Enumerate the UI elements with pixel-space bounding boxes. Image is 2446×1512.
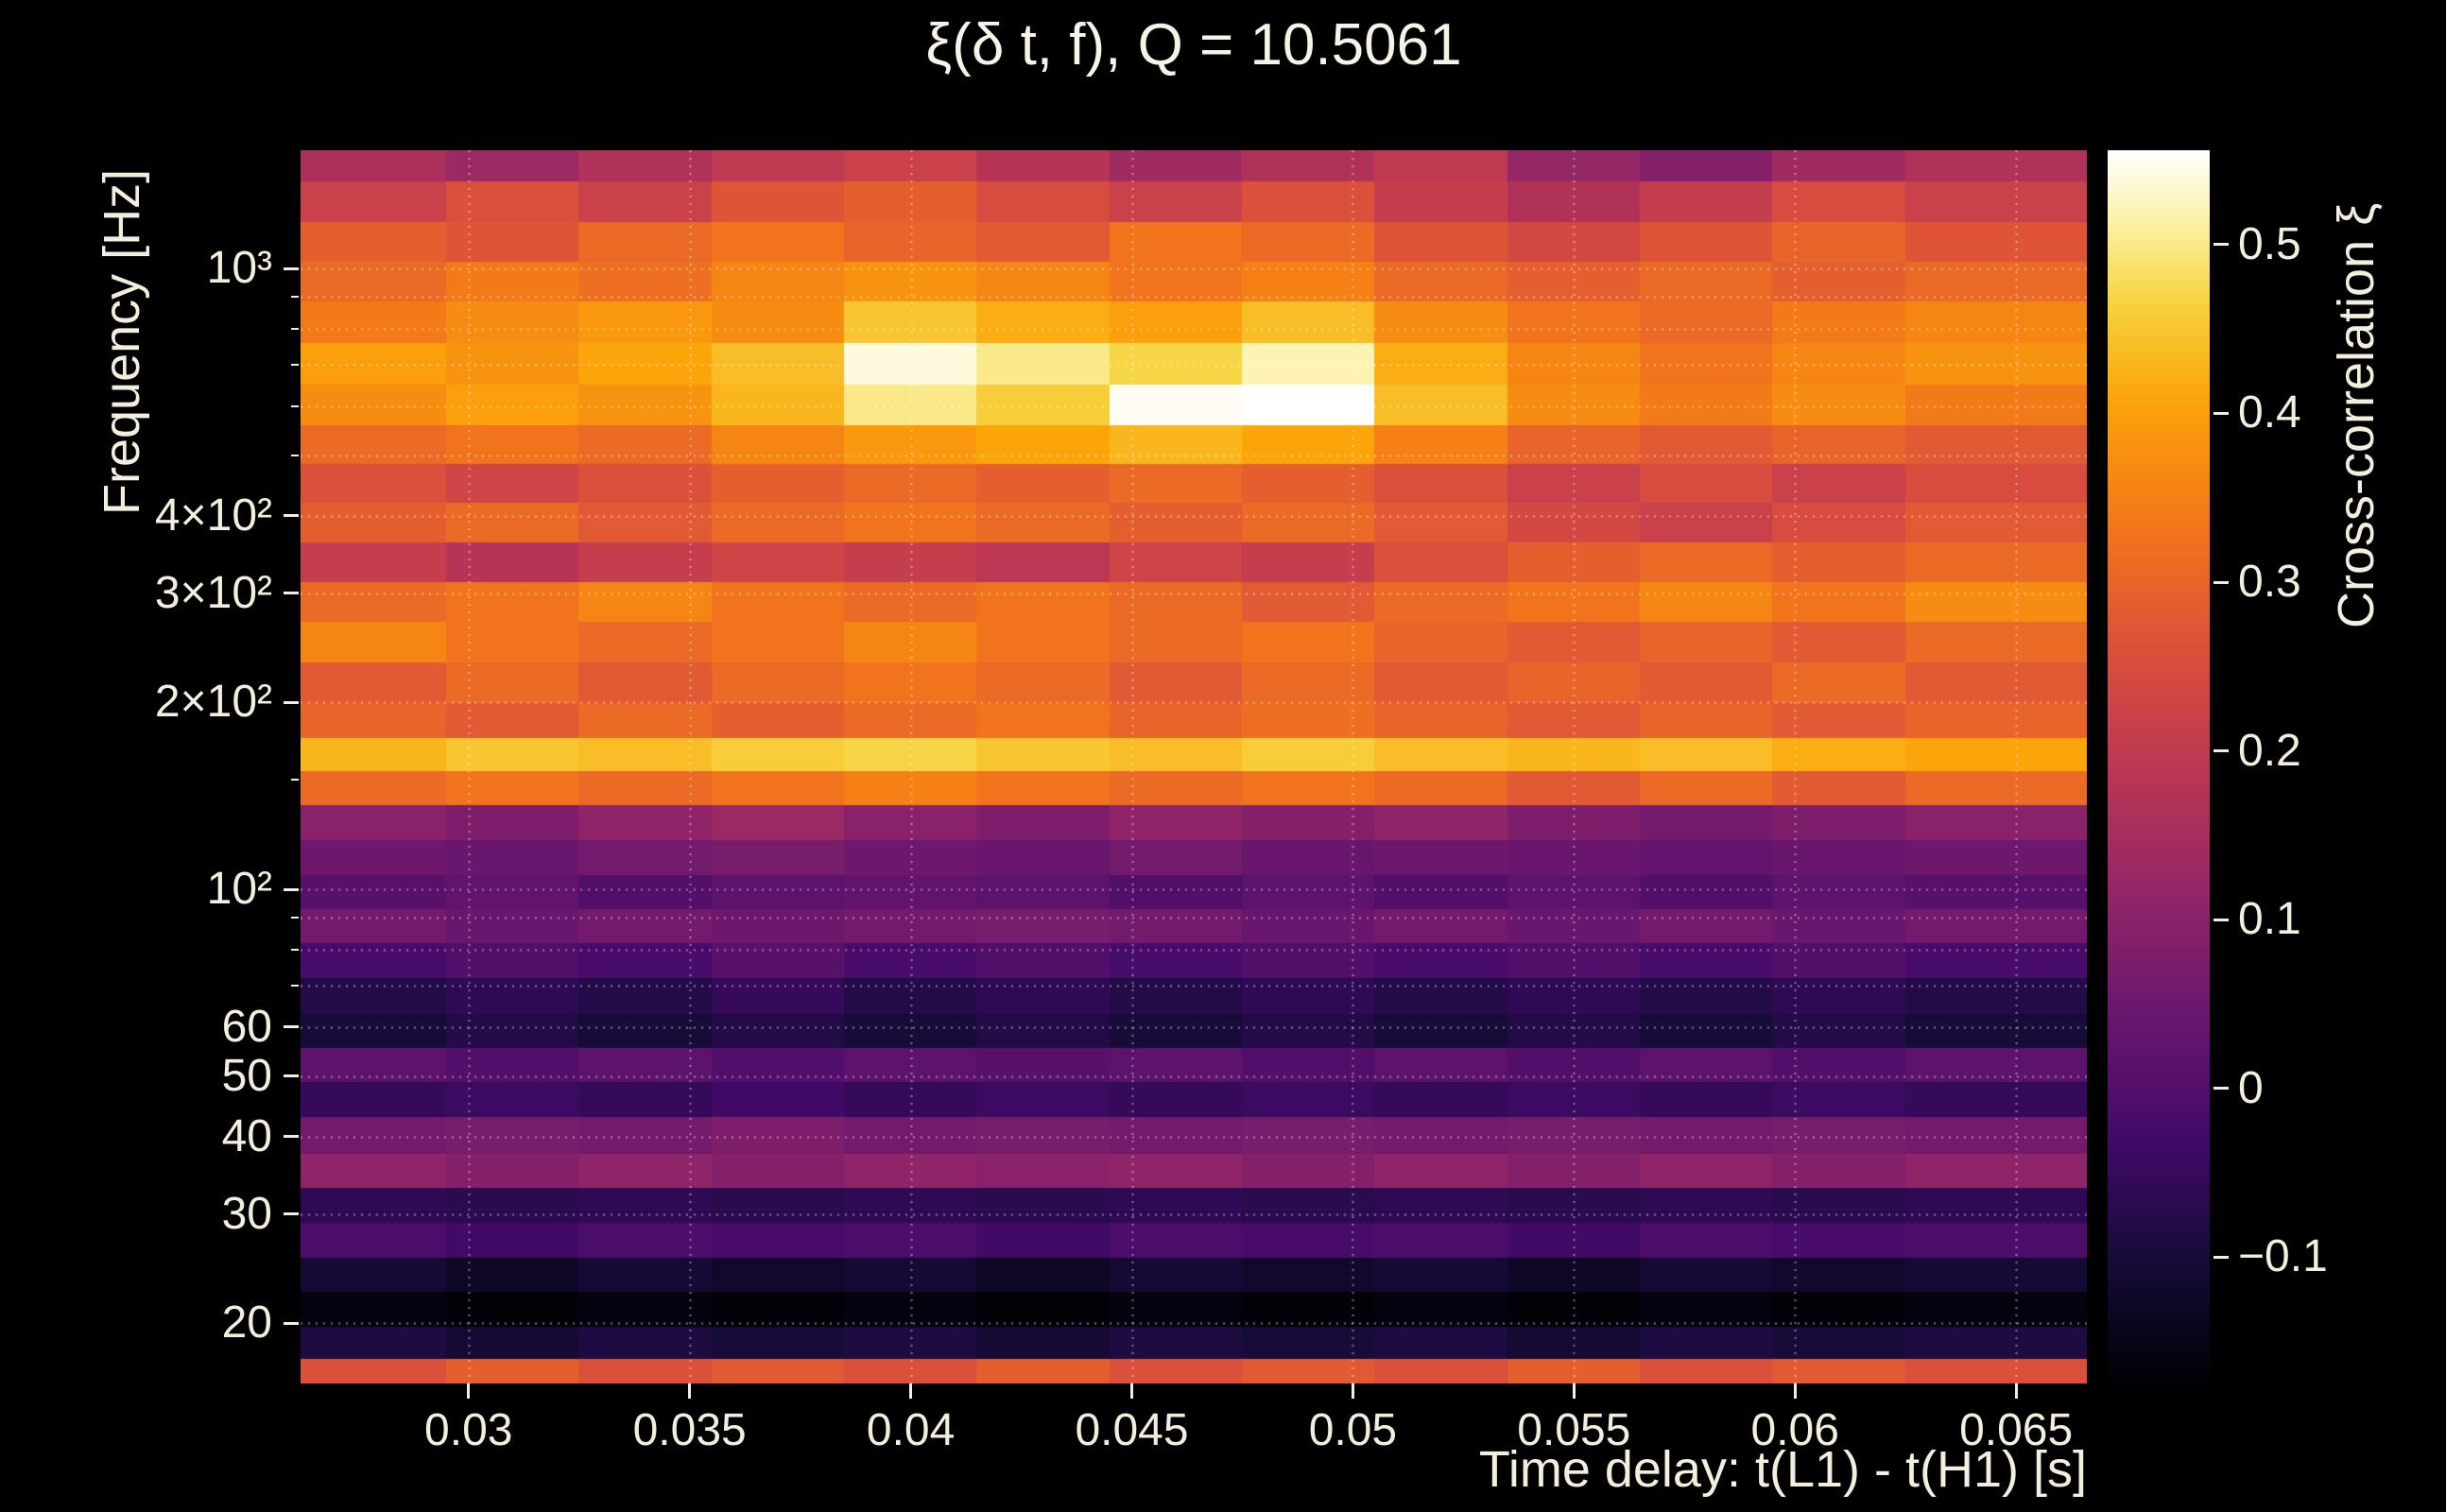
y-minor-tick-mark [291,984,299,987]
colorbar-tick-mark [2213,1087,2229,1091]
x-tick-mark [1130,1383,1133,1399]
y-minor-tick-mark [291,779,299,782]
y-minor-tick-mark [291,327,299,330]
colorbar-tick-mark [2213,580,2229,584]
x-tick-mark [2014,1383,2018,1399]
y-minor-tick-mark [291,948,299,951]
y-tick-mark [284,1212,299,1216]
y-minor-tick-mark [291,917,299,919]
x-tick-label: 0.055 [1517,1405,1631,1455]
colorbar-tick-label: 0 [2238,1062,2264,1113]
y-tick-mark [284,887,299,891]
y-tick-mark [284,514,299,517]
y-minor-tick-mark [291,404,299,407]
x-tick-label: 0.04 [866,1405,956,1455]
y-tick-mark [284,1074,299,1078]
y-tick-label: 10³ [206,243,272,294]
x-tick-mark [688,1383,692,1399]
colorbar-tick-label: 0.1 [2238,894,2301,945]
x-tick-mark [909,1383,913,1399]
heatmap-canvas [301,150,2087,1383]
y-tick-mark [284,700,299,704]
y-minor-tick-mark [291,363,299,366]
x-tick-label: 0.06 [1750,1405,1839,1455]
y-axis-label: Frequency [Hz] [94,168,150,515]
y-tick-mark [284,266,299,270]
y-tick-mark [284,1135,299,1139]
x-tick-mark [1793,1383,1797,1399]
colorbar-canvas [2108,150,2210,1383]
y-tick-label: 10² [206,864,272,915]
y-tick-label: 60 [221,1001,272,1052]
y-tick-label: 2×10² [154,677,272,728]
colorbar-tick-label: 0.2 [2238,725,2301,776]
x-tick-label: 0.035 [632,1405,747,1455]
colorbar-tick-label: −0.1 [2238,1231,2328,1282]
y-tick-mark [284,592,299,595]
x-tick-label: 0.065 [1959,1405,2074,1455]
y-minor-tick-mark [291,296,299,299]
y-tick-mark [284,1025,299,1029]
chart-title: ξ(δ t, f), Q = 10.5061 [925,12,1462,77]
colorbar-tick-label: 0.3 [2238,557,2301,608]
x-tick-label: 0.03 [424,1405,513,1455]
colorbar-tick-mark [2213,918,2229,921]
x-axis-label: Time delay: t(L1) - t(H1) [s] [1478,1441,2087,1498]
y-tick-label: 40 [221,1110,272,1161]
colorbar-tick-mark [2213,749,2229,753]
x-tick-mark [467,1383,471,1399]
x-tick-label: 0.045 [1075,1405,1189,1455]
y-tick-label: 4×10² [154,490,272,541]
x-tick-label: 0.05 [1308,1405,1398,1455]
y-tick-label: 3×10² [154,567,272,618]
x-tick-mark [1351,1383,1354,1399]
colorbar-tick-label: 0.4 [2238,387,2301,438]
colorbar-tick-mark [2213,411,2229,415]
y-tick-label: 30 [221,1188,272,1239]
y-minor-tick-mark [291,454,299,456]
y-tick-label: 50 [221,1050,272,1101]
y-tick-label: 20 [221,1297,272,1349]
colorbar-axis-label: Cross-correlation ξ [2328,202,2385,628]
colorbar-tick-mark [2213,1255,2229,1259]
colorbar-tick-label: 0.5 [2238,218,2301,269]
x-tick-mark [1572,1383,1576,1399]
y-tick-mark [284,1321,299,1325]
colorbar-tick-mark [2213,243,2229,247]
